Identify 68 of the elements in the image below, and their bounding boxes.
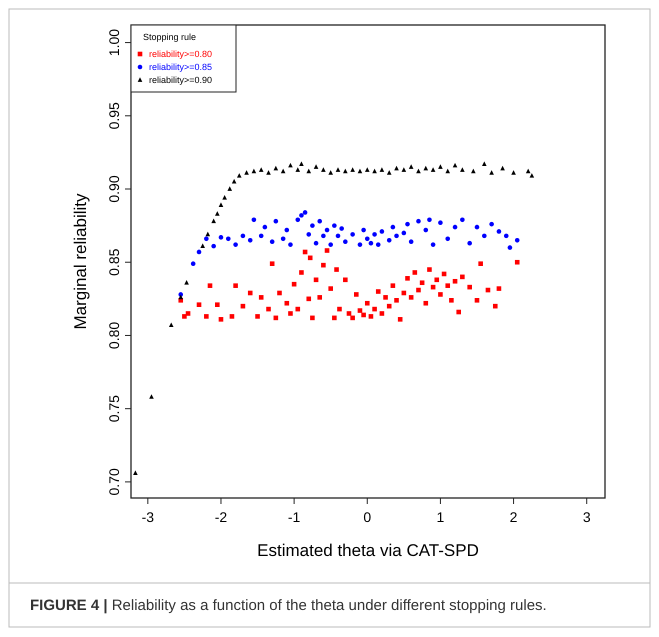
point — [416, 168, 421, 174]
legend-title: Stopping rule — [143, 32, 196, 42]
point — [372, 168, 377, 174]
point — [336, 167, 340, 172]
x-tick-label: 3 — [582, 509, 591, 525]
caption: FIGURE 4 | Reliability as a function of the theta under different stopping rules. — [30, 597, 547, 614]
point — [295, 167, 300, 172]
legend-label: reliability>=0.90 — [149, 75, 212, 85]
point — [280, 168, 286, 174]
point — [184, 280, 189, 285]
point — [168, 322, 174, 328]
point — [252, 168, 256, 174]
point — [215, 211, 220, 216]
point — [288, 162, 293, 168]
y-axis-title: Marginal reliability — [71, 192, 90, 330]
legend-label: reliability>=0.80 — [149, 49, 212, 59]
point — [133, 470, 138, 475]
point — [206, 232, 210, 236]
x-tick-label: 1 — [436, 509, 445, 525]
point — [258, 167, 264, 172]
point — [306, 168, 312, 174]
point — [511, 170, 516, 175]
point — [232, 178, 236, 184]
x-tick-label: 2 — [510, 509, 518, 525]
point — [394, 166, 399, 170]
point — [526, 168, 530, 174]
y-tick-label: 0.80 — [106, 322, 122, 350]
y-tick-label: 0.70 — [106, 468, 122, 496]
point — [350, 167, 355, 172]
point — [149, 394, 154, 399]
point — [266, 170, 271, 175]
point — [200, 243, 205, 248]
y-tick-label: 0.85 — [106, 248, 122, 276]
point — [430, 167, 436, 172]
legend-label: reliability>=0.85 — [149, 62, 212, 72]
point — [218, 202, 224, 207]
point — [408, 164, 414, 169]
y-tick-label: 1.00 — [106, 28, 122, 56]
x-tick-label: -2 — [214, 509, 228, 525]
point — [178, 294, 184, 300]
point — [364, 167, 370, 172]
point — [386, 170, 392, 175]
point — [274, 166, 278, 170]
x-tick-label: -1 — [288, 509, 301, 525]
point — [460, 167, 465, 172]
y-tick-label: 0.95 — [106, 102, 122, 130]
point — [471, 168, 476, 174]
point — [299, 161, 304, 166]
x-tick-label: -3 — [142, 509, 154, 525]
point — [236, 173, 242, 178]
y-tick-label: 0.75 — [106, 394, 122, 422]
y-tick-label: 0.90 — [106, 175, 122, 203]
x-axis-title: Estimated theta via CAT-SPD — [257, 541, 479, 560]
point — [423, 166, 428, 170]
point — [321, 167, 326, 172]
point — [452, 162, 458, 168]
point — [402, 167, 406, 172]
point — [343, 168, 348, 174]
point — [358, 168, 362, 174]
point — [445, 168, 450, 174]
point — [500, 166, 505, 170]
point — [227, 186, 232, 191]
point — [314, 164, 318, 169]
point — [211, 218, 216, 224]
point — [380, 167, 384, 172]
x-tick-label: 0 — [363, 509, 372, 525]
point — [438, 164, 443, 169]
point — [482, 161, 487, 166]
